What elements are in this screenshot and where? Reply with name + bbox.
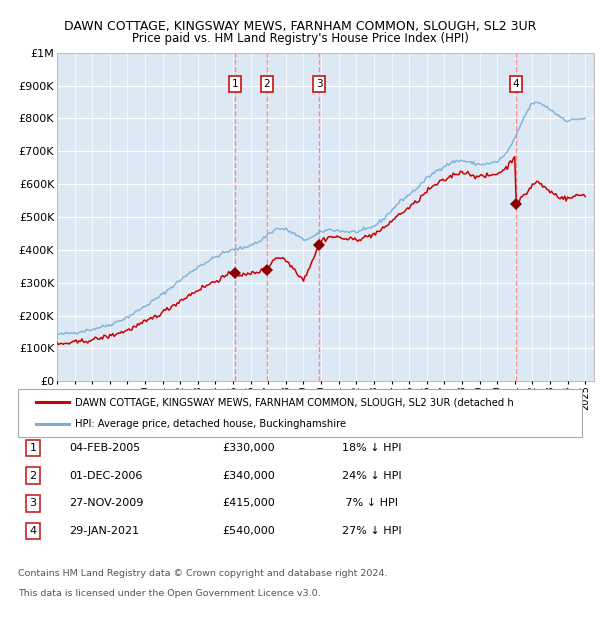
Text: 24% ↓ HPI: 24% ↓ HPI	[342, 471, 401, 480]
Text: £330,000: £330,000	[222, 443, 275, 453]
Text: 2: 2	[263, 79, 270, 89]
Text: HPI: Average price, detached house, Buckinghamshire: HPI: Average price, detached house, Buck…	[75, 419, 346, 430]
Text: 1: 1	[29, 443, 37, 453]
Text: 27% ↓ HPI: 27% ↓ HPI	[342, 526, 401, 536]
Text: 01-DEC-2006: 01-DEC-2006	[69, 471, 142, 480]
Text: £340,000: £340,000	[222, 471, 275, 480]
Text: 4: 4	[29, 526, 37, 536]
Text: 3: 3	[316, 79, 323, 89]
Text: 18% ↓ HPI: 18% ↓ HPI	[342, 443, 401, 453]
Text: 04-FEB-2005: 04-FEB-2005	[69, 443, 140, 453]
Text: £415,000: £415,000	[222, 498, 275, 508]
Text: 2: 2	[29, 471, 37, 480]
Text: 7% ↓ HPI: 7% ↓ HPI	[342, 498, 398, 508]
Text: This data is licensed under the Open Government Licence v3.0.: This data is licensed under the Open Gov…	[18, 590, 320, 598]
Text: £540,000: £540,000	[222, 526, 275, 536]
Text: 3: 3	[29, 498, 37, 508]
Text: 4: 4	[513, 79, 520, 89]
Text: 27-NOV-2009: 27-NOV-2009	[69, 498, 143, 508]
Text: DAWN COTTAGE, KINGSWAY MEWS, FARNHAM COMMON, SLOUGH, SL2 3UR: DAWN COTTAGE, KINGSWAY MEWS, FARNHAM COM…	[64, 20, 536, 33]
Text: Price paid vs. HM Land Registry's House Price Index (HPI): Price paid vs. HM Land Registry's House …	[131, 32, 469, 45]
Text: 1: 1	[232, 79, 238, 89]
Text: Contains HM Land Registry data © Crown copyright and database right 2024.: Contains HM Land Registry data © Crown c…	[18, 569, 388, 578]
Text: 29-JAN-2021: 29-JAN-2021	[69, 526, 139, 536]
Text: DAWN COTTAGE, KINGSWAY MEWS, FARNHAM COMMON, SLOUGH, SL2 3UR (detached h: DAWN COTTAGE, KINGSWAY MEWS, FARNHAM COM…	[75, 397, 514, 407]
